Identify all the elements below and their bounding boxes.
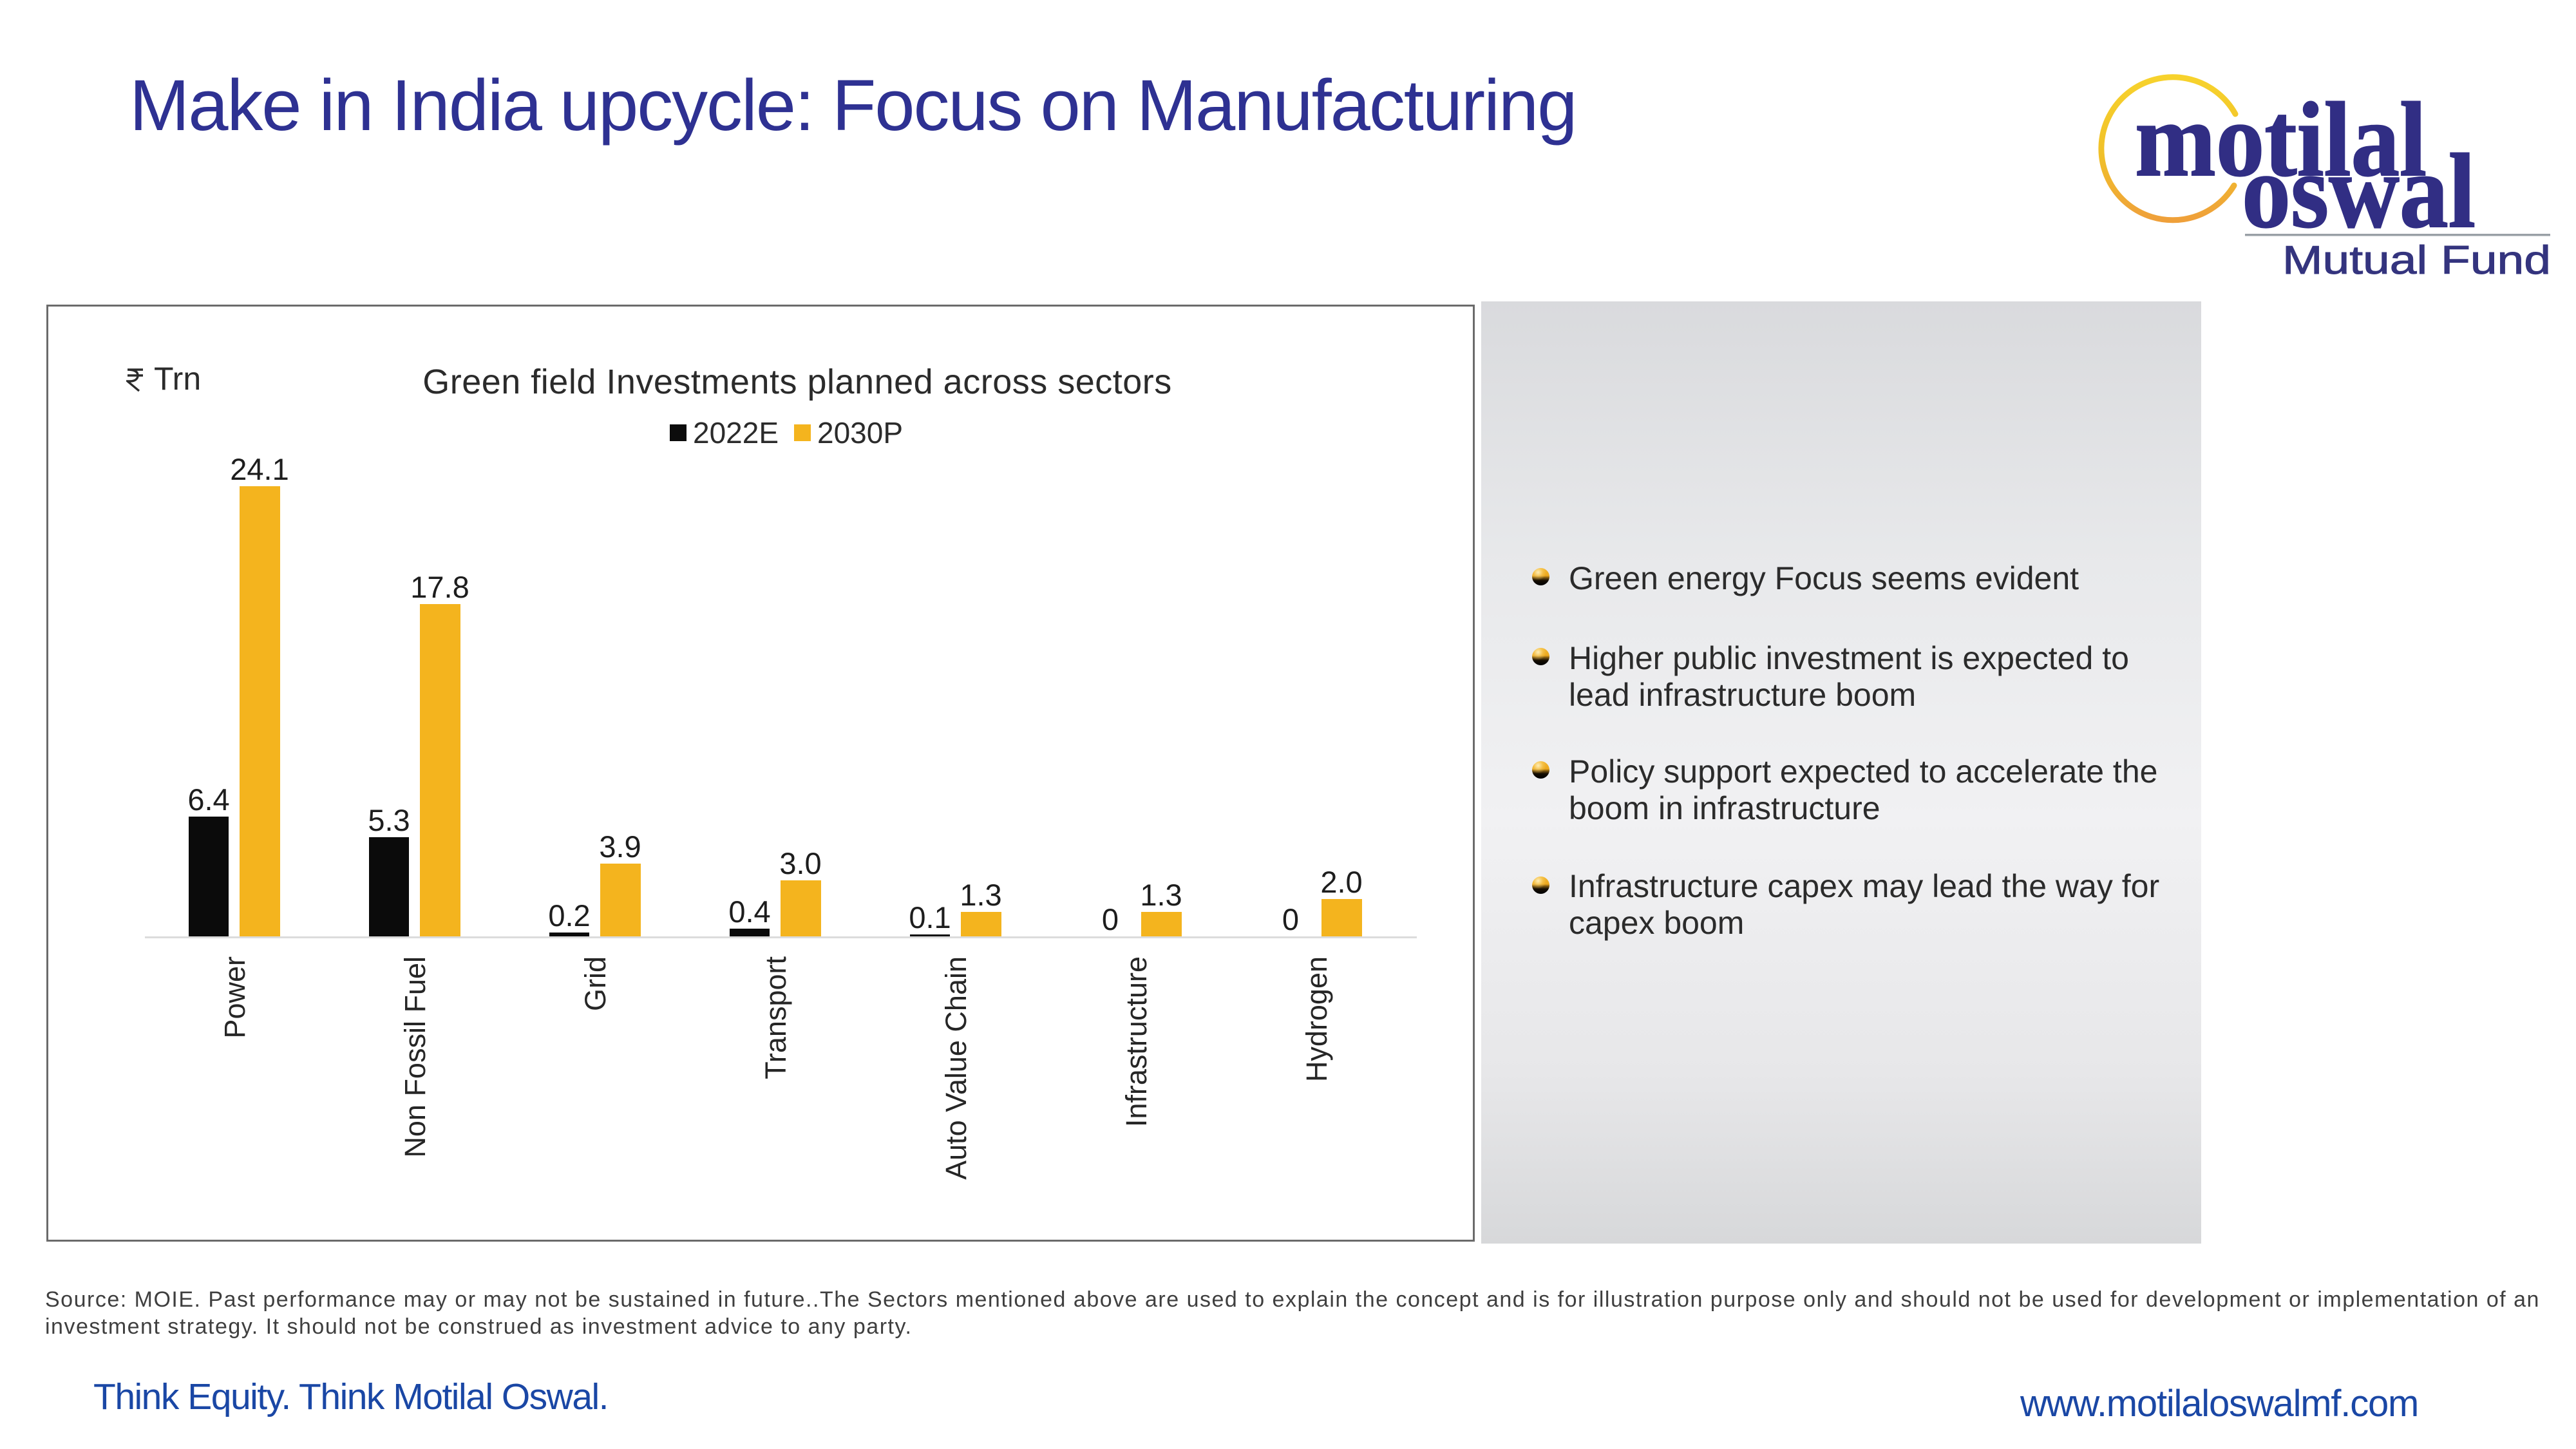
svg-text:motilal: motilal [2135, 80, 2427, 198]
svg-text:Mutual Fund: Mutual Fund [2282, 238, 2551, 283]
svg-text:oswal: oswal [2242, 132, 2476, 250]
